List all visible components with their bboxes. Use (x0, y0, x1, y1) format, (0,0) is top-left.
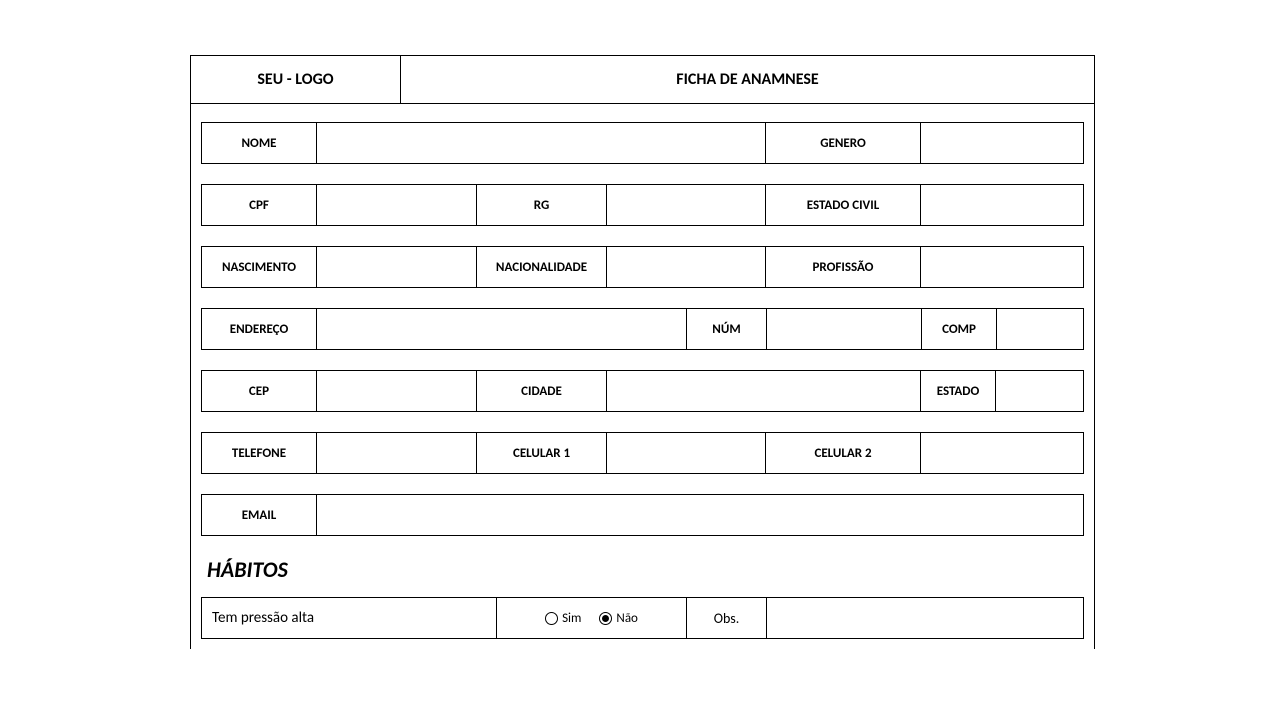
label-cidade: CIDADE (477, 371, 607, 411)
field-profissao[interactable] (921, 247, 1083, 287)
row-telefones: TELEFONE CELULAR 1 CELULAR 2 (201, 432, 1084, 474)
field-nacionalidade[interactable] (607, 247, 766, 287)
input-nacionalidade[interactable] (607, 247, 765, 287)
field-estado[interactable] (996, 371, 1083, 411)
input-num[interactable] (767, 309, 921, 349)
field-obs-pressao[interactable] (767, 598, 1083, 638)
field-cep[interactable] (317, 371, 477, 411)
page-title: FICHA DE ANAMNESE (401, 56, 1094, 103)
logo-cell: SEU - LOGO (191, 56, 401, 103)
label-nome: NOME (202, 123, 317, 163)
radio-label-sim: Sim (562, 611, 581, 626)
field-num[interactable] (767, 309, 922, 349)
radio-group-pressao: Sim Não (497, 598, 687, 638)
field-estado-civil[interactable] (921, 185, 1083, 225)
radio-icon (599, 612, 612, 625)
input-endereco[interactable] (317, 309, 686, 349)
row-endereco: ENDEREÇO NÚM COMP (201, 308, 1084, 350)
row-cpf-rg-civil: CPF RG ESTADO CIVIL (201, 184, 1084, 226)
input-comp[interactable] (997, 309, 1083, 349)
input-profissao[interactable] (921, 247, 1083, 287)
input-telefone[interactable] (317, 433, 476, 473)
label-celular1: CELULAR 1 (477, 433, 607, 473)
field-cidade[interactable] (607, 371, 921, 411)
label-cep: CEP (202, 371, 317, 411)
form-sheet: SEU - LOGO FICHA DE ANAMNESE NOME GENERO… (190, 55, 1095, 649)
field-cpf[interactable] (317, 185, 477, 225)
input-rg[interactable] (607, 185, 765, 225)
label-profissao: PROFISSÃO (766, 247, 921, 287)
field-comp[interactable] (997, 309, 1083, 349)
input-celular1[interactable] (607, 433, 765, 473)
field-endereco[interactable] (317, 309, 687, 349)
label-email: EMAIL (202, 495, 317, 535)
field-rg[interactable] (607, 185, 766, 225)
input-estado[interactable] (996, 371, 1083, 411)
label-cpf: CPF (202, 185, 317, 225)
row-cep-cidade-estado: CEP CIDADE ESTADO (201, 370, 1084, 412)
input-genero[interactable] (921, 123, 1083, 163)
label-celular2: CELULAR 2 (766, 433, 921, 473)
label-estado: ESTADO (921, 371, 996, 411)
radio-dot-icon (602, 615, 609, 622)
label-estado-civil: ESTADO CIVIL (766, 185, 921, 225)
input-nascimento[interactable] (317, 247, 476, 287)
radio-option-sim[interactable]: Sim (545, 611, 581, 626)
row-nome-genero: NOME GENERO (201, 122, 1084, 164)
input-celular2[interactable] (921, 433, 1083, 473)
label-num: NÚM (687, 309, 767, 349)
field-telefone[interactable] (317, 433, 477, 473)
section-habitos-title: HÁBITOS (207, 556, 1084, 583)
label-nacionalidade: NACIONALIDADE (477, 247, 607, 287)
radio-label-nao: Não (616, 611, 637, 626)
field-nascimento[interactable] (317, 247, 477, 287)
input-cpf[interactable] (317, 185, 476, 225)
input-cidade[interactable] (607, 371, 920, 411)
label-obs: Obs. (687, 598, 767, 638)
radio-option-nao[interactable]: Não (599, 611, 637, 626)
input-cep[interactable] (317, 371, 476, 411)
form-header: SEU - LOGO FICHA DE ANAMNESE (191, 56, 1094, 104)
label-comp: COMP (922, 309, 997, 349)
radio-icon (545, 612, 558, 625)
form-body: NOME GENERO CPF RG ESTADO CIVIL NASCIMEN… (191, 104, 1094, 639)
row-email: EMAIL (201, 494, 1084, 536)
label-endereco: ENDEREÇO (202, 309, 317, 349)
input-obs-pressao[interactable] (767, 598, 1083, 638)
label-nascimento: NASCIMENTO (202, 247, 317, 287)
label-rg: RG (477, 185, 607, 225)
input-email[interactable] (317, 495, 1083, 535)
label-genero: GENERO (766, 123, 921, 163)
field-nome[interactable] (317, 123, 766, 163)
field-celular1[interactable] (607, 433, 766, 473)
input-estado-civil[interactable] (921, 185, 1083, 225)
field-email[interactable] (317, 495, 1083, 535)
label-pressao-alta: Tem pressão alta (202, 598, 497, 638)
input-nome[interactable] (317, 123, 765, 163)
label-telefone: TELEFONE (202, 433, 317, 473)
field-genero[interactable] (921, 123, 1083, 163)
row-nasc-nac-prof: NASCIMENTO NACIONALIDADE PROFISSÃO (201, 246, 1084, 288)
field-celular2[interactable] (921, 433, 1083, 473)
row-habito-pressao: Tem pressão alta Sim Não Obs. (201, 597, 1084, 639)
